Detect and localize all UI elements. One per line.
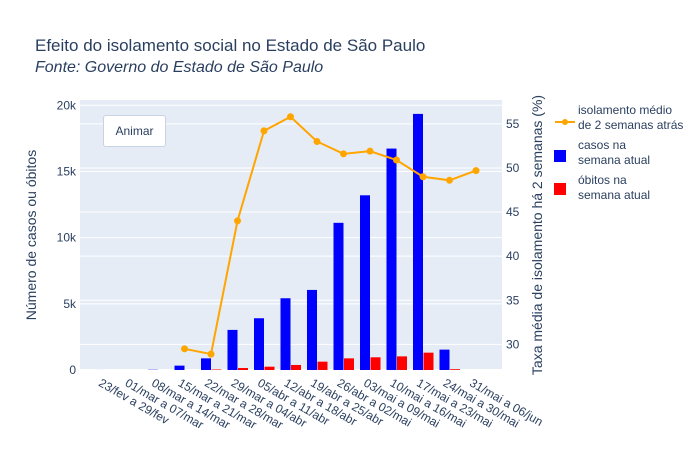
y2-tick-label: 30 [506, 337, 520, 351]
chart-subtitle: Fonte: Governo do Estado de São Paulo [35, 59, 323, 76]
chart-title: Efeito do isolamento social no Estado de… [35, 36, 425, 55]
y2-tick-label: 50 [506, 161, 520, 175]
bar-casos [307, 289, 317, 370]
isolation-point [393, 156, 400, 164]
bar-obitos [344, 358, 354, 370]
isolation-point [419, 173, 427, 181]
y2-tick-label: 35 [506, 293, 520, 307]
y2-tick-label: 40 [506, 249, 520, 263]
isolation-point [207, 350, 215, 358]
bar-casos [227, 329, 238, 370]
legend-line-marker [562, 119, 568, 125]
bar-obitos [211, 369, 222, 370]
bar-casos [386, 148, 397, 370]
legend-casos-swatch [554, 150, 566, 162]
bar-obitos [397, 356, 407, 370]
y-tick-label: 5k [63, 297, 77, 311]
y2-tick-label: 45 [506, 205, 520, 219]
y-axis-title: Número de casos ou óbitos [23, 150, 39, 320]
bar-obitos [238, 368, 248, 370]
legend-label: óbitos na semana atual [578, 173, 650, 202]
bar-casos [439, 349, 450, 370]
y-tick-label: 15k [57, 164, 77, 178]
bar-casos [360, 195, 370, 370]
y-tick-label: 10k [57, 231, 77, 245]
y-tick-label: 20k [57, 98, 77, 112]
isolation-point [366, 147, 374, 155]
isolation-point [287, 113, 294, 121]
bar-obitos [370, 357, 381, 370]
isolation-point [234, 217, 241, 225]
bar-obitos [264, 366, 275, 370]
bar-obitos [317, 361, 328, 370]
y2-axis-title: Taxa média de isolamento há 2 semanas (%… [529, 95, 545, 375]
bar-casos [254, 318, 264, 370]
isolation-point [446, 176, 453, 184]
isolation-point [181, 345, 188, 353]
legend-label: casos na semana atual [578, 138, 650, 167]
isolation-point [472, 167, 480, 175]
y-tick-label: 0 [69, 363, 76, 377]
animate-button[interactable]: Animar [103, 115, 166, 147]
bar-obitos [423, 352, 434, 370]
legend-label: isolamento médio de 2 semanas atrás [578, 103, 683, 132]
isolation-line [184, 115, 477, 356]
bar-casos [333, 222, 344, 370]
bar-obitos [450, 369, 460, 370]
isolation-point [313, 137, 321, 145]
bar-casos [413, 113, 423, 370]
legend-obitos-swatch [554, 183, 566, 195]
bar-obitos [291, 364, 301, 370]
y2-tick-label: 55 [506, 117, 520, 131]
isolation-point [340, 150, 347, 158]
isolation-point [260, 127, 268, 135]
bar-casos [174, 365, 185, 370]
bar-casos [280, 298, 291, 370]
bar-casos [201, 358, 211, 370]
